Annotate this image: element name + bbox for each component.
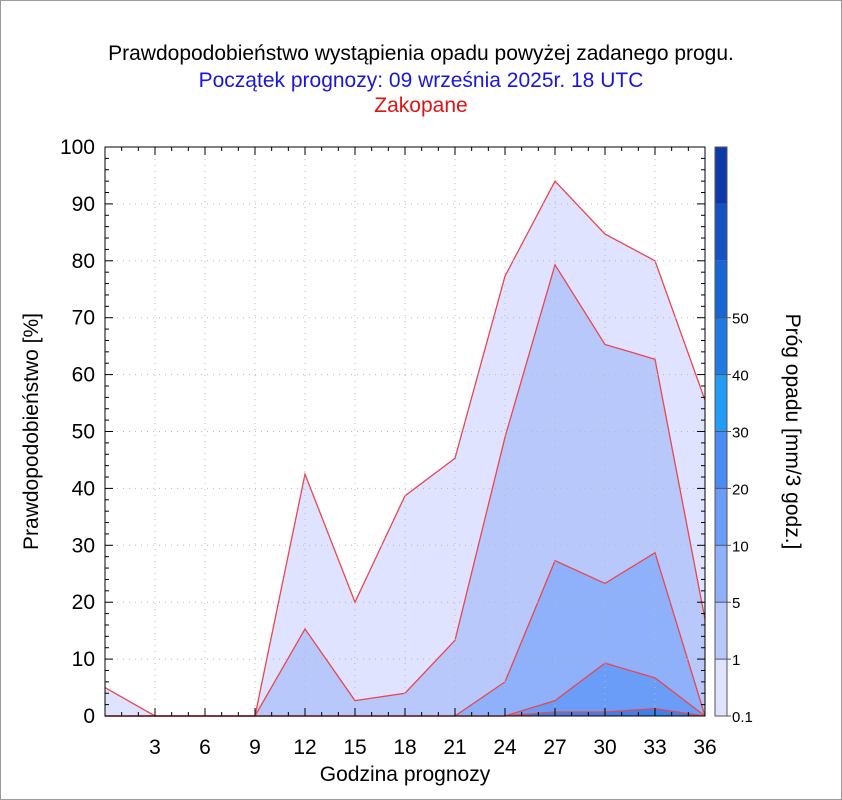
x-tick-label: 15: [343, 736, 366, 759]
x-tick-label: 18: [393, 736, 416, 759]
x-tick-label: 27: [543, 736, 566, 759]
colorbar-tick-label: 50: [732, 311, 749, 328]
y-tick-label: 90: [72, 193, 95, 216]
colorbar-segment: [715, 374, 727, 432]
colorbar-tick-label: 40: [732, 368, 749, 385]
location-label: Zakopane: [374, 94, 468, 117]
colorbar-tick-label: 10: [732, 538, 749, 555]
x-tick-label: 30: [593, 736, 616, 759]
colorbar-tick-label: 0.1: [732, 709, 753, 726]
y-tick-label: 100: [60, 136, 95, 159]
colorbar-tick-label: 5: [732, 595, 740, 612]
y-axis-label: Prawdopodobieństwo [%]: [20, 313, 43, 550]
chart-title: Prawdopodobieństwo wystąpienia opadu pow…: [108, 42, 734, 65]
x-tick-label: 36: [693, 736, 716, 759]
y-tick-label: 0: [83, 705, 95, 728]
colorbar-segment: [715, 545, 727, 603]
x-tick-label: 21: [443, 736, 466, 759]
x-tick-label: 12: [293, 736, 316, 759]
colorbar-segment: [715, 203, 727, 261]
y-tick-label: 30: [72, 534, 95, 557]
colorbar-segment: [715, 317, 727, 375]
x-tick-label: 33: [643, 736, 666, 759]
colorbar-segment: [715, 488, 727, 546]
forecast-start-subtitle: Początek prognozy: 09 września 2025r. 18…: [198, 69, 644, 92]
y-tick-label: 70: [72, 307, 95, 330]
y-axis-ticks: 0 10 20 30 40 50 60 70 80 90 100: [60, 136, 705, 728]
x-tick-label: 6: [199, 736, 211, 759]
colorbar-tick-label: 30: [732, 425, 749, 442]
colorbar-label: Próg opadu [mm/3 godz.]: [781, 314, 804, 550]
colorbar-segment: [715, 147, 727, 204]
y-tick-label: 20: [72, 591, 95, 614]
x-axis-ticks: 3 6 9 12 15 18 21 24 27 30 33 36: [104, 147, 717, 759]
x-tick-label: 24: [493, 736, 517, 759]
y-tick-label: 10: [72, 648, 95, 671]
colorbar-segment: [715, 431, 727, 489]
x-axis-label: Godzina prognozy: [320, 763, 491, 786]
x-tick-label: 3: [149, 736, 161, 759]
grid-group: [105, 147, 705, 716]
colorbar-ticks: 0.1 1 5 10 20 30 40 50: [715, 311, 753, 726]
y-tick-label: 50: [72, 421, 95, 444]
area-threshold-10: [105, 663, 705, 716]
colorbar-tick-label: 20: [732, 481, 749, 498]
x-tick-label: 9: [249, 736, 261, 759]
colorbar-tick-label: 1: [732, 652, 740, 669]
y-tick-label: 40: [72, 477, 95, 500]
y-tick-label: 60: [72, 364, 95, 387]
y-tick-label: 80: [72, 250, 95, 273]
colorbar-segment: [715, 659, 727, 716]
colorbar-segment: [715, 602, 727, 660]
colorbar-segment: [715, 260, 727, 318]
